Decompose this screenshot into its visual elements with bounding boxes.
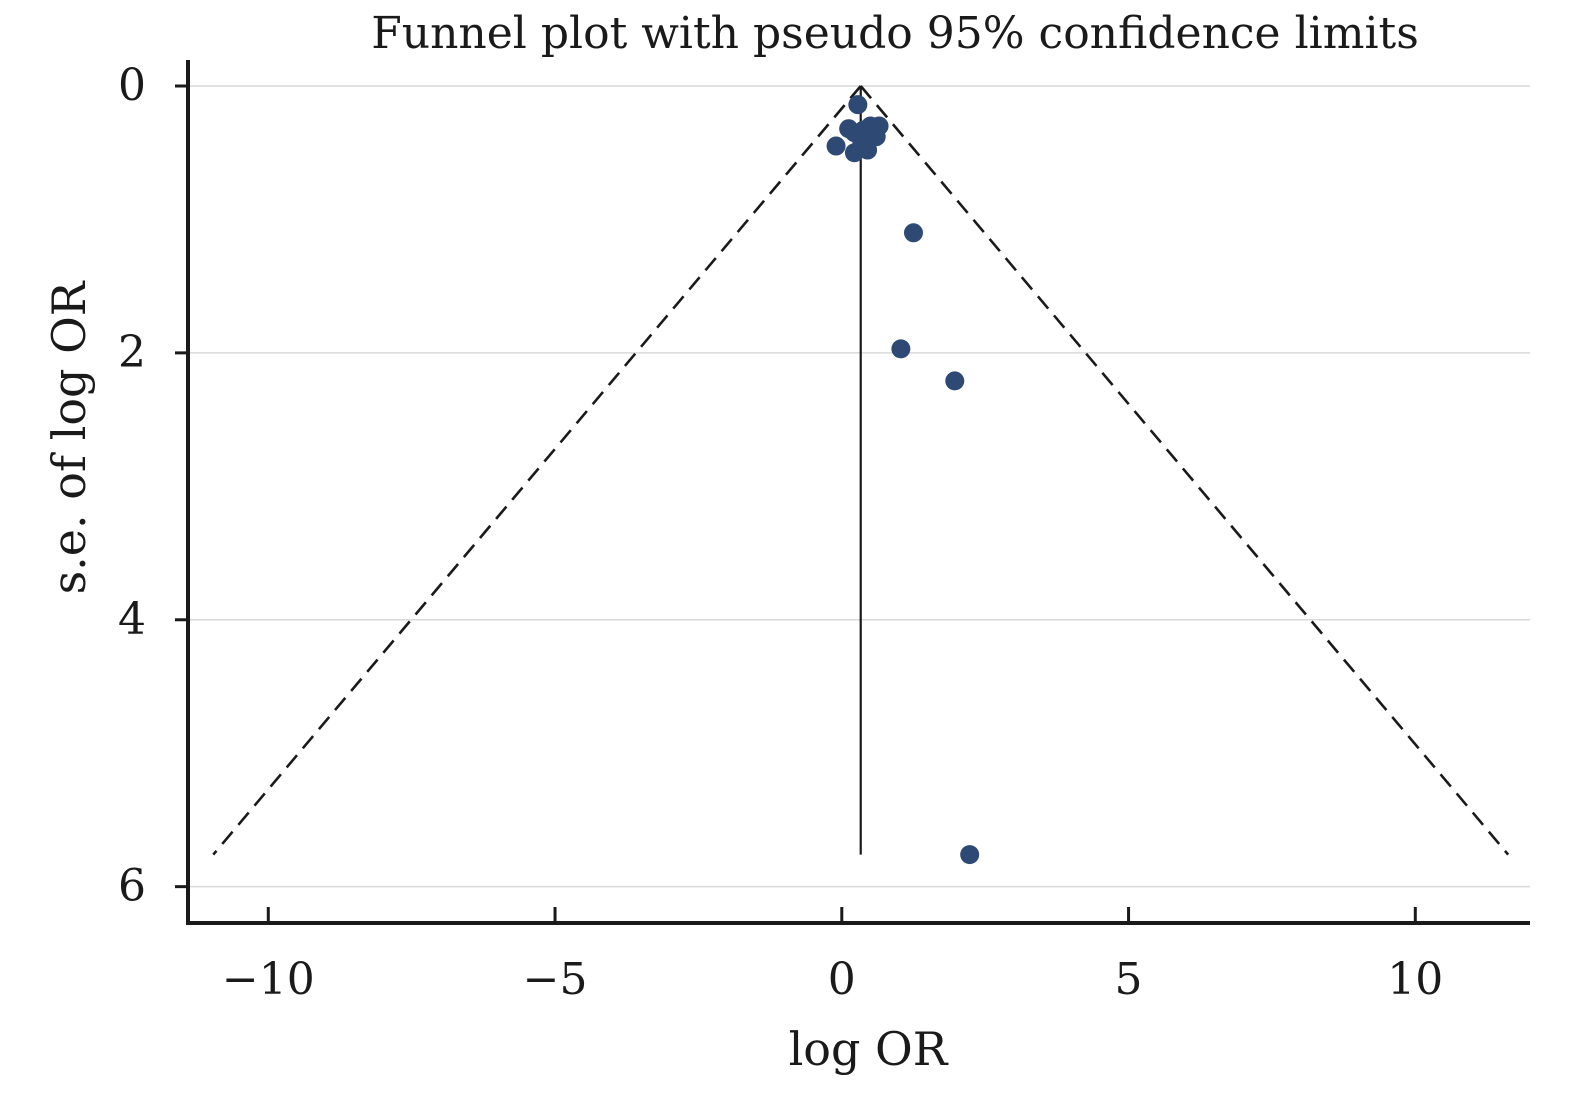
study-point (903, 223, 923, 243)
axes (186, 60, 1530, 925)
confidence-limits (212, 85, 1510, 856)
gridlines (188, 85, 1530, 888)
study-point (852, 132, 872, 152)
lower-confidence-limit (212, 85, 862, 856)
x-axis-title: log OR (789, 1022, 949, 1076)
y-axis-title: s.e. of log OR (42, 280, 96, 594)
y-tick-label: 0 (118, 60, 146, 111)
y-tick-label: 2 (118, 327, 146, 378)
y-axis-ticks: 0 2 4 6 (118, 60, 188, 912)
x-tick-label: 10 (1387, 954, 1443, 1005)
study-point (826, 136, 846, 156)
study-point (960, 845, 980, 865)
x-axis-ticks: −10 −5 0 5 10 (222, 907, 1443, 1005)
data-points (826, 95, 980, 865)
chart-title: Funnel plot with pseudo 95% confidence l… (371, 8, 1419, 59)
study-point (945, 371, 965, 391)
x-tick-label: −10 (222, 954, 315, 1005)
y-tick-label: 6 (118, 861, 146, 912)
y-tick-label: 4 (118, 594, 146, 645)
x-tick-label: 0 (828, 954, 856, 1005)
study-point (848, 95, 868, 115)
study-point (891, 339, 911, 359)
upper-confidence-limit (859, 85, 1510, 856)
x-tick-label: −5 (523, 954, 588, 1005)
x-tick-label: 5 (1115, 954, 1143, 1005)
